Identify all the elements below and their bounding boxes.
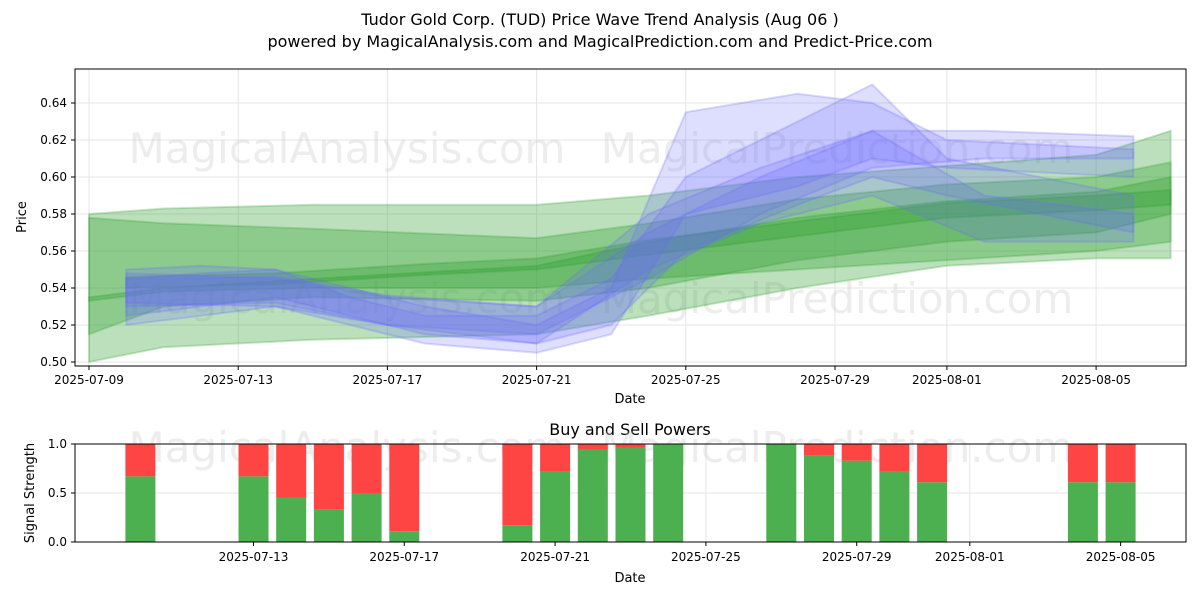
signal-xtick-label: 2025-07-21: [520, 550, 590, 564]
watermark-text: MagicalAnalysis.com: [129, 124, 566, 173]
sell-bar: [276, 444, 307, 498]
price-y-label: Price: [15, 201, 30, 233]
signal-xtick-label: 2025-07-29: [822, 550, 892, 564]
price-xtick-label: 2025-07-25: [651, 373, 721, 387]
signal-xtick-label: 2025-07-13: [219, 550, 289, 564]
sell-bar: [502, 444, 533, 526]
price-ytick-label: 0.64: [40, 96, 67, 110]
price-x-axis: 2025-07-09 2025-07-13 2025-07-17 2025-07-21…: [54, 366, 1131, 387]
price-ytick-label: 0.54: [40, 281, 67, 295]
signal-xtick-label: 2025-07-17: [369, 550, 439, 564]
buy-bar: [351, 493, 382, 542]
buy-bar: [1105, 482, 1136, 542]
price-xtick-label: 2025-08-05: [1061, 373, 1131, 387]
watermark-group-top: MagicalAnalysis.com MagicalPrediction.com…: [129, 124, 1074, 323]
signal-bars: [125, 444, 1136, 542]
blue-wave-band: [125, 92, 1135, 354]
signal-xtick-label: 2025-07-25: [671, 550, 741, 564]
green-wave-band: [88, 176, 1172, 363]
signal-y-label: Signal Strength: [23, 443, 38, 543]
price-bands: [88, 83, 1172, 363]
sell-bar: [125, 444, 156, 477]
watermark-text: MagicalPrediction.com: [601, 274, 1074, 323]
watermark-text: MagicalAnalysis.com: [129, 423, 566, 472]
blue-wave-band: [125, 83, 1135, 345]
price-ytick-label: 0.52: [40, 318, 67, 332]
sell-bar: [1105, 444, 1136, 483]
blue-wave-band: [125, 129, 1135, 336]
signal-ytick-label: 0.0: [48, 535, 67, 549]
buy-bar: [238, 476, 269, 542]
signal-xtick-label: 2025-08-05: [1086, 550, 1156, 564]
sell-bar: [804, 444, 834, 456]
green-wave-band: [88, 161, 1172, 336]
buy-bar: [502, 525, 533, 542]
chart-subtitle: powered by MagicalAnalysis.com and Magic…: [267, 32, 933, 51]
signal-x-label: Date: [614, 571, 645, 586]
buy-bar: [917, 482, 948, 542]
price-ytick-label: 0.60: [40, 170, 67, 184]
blue-wave-band: [125, 129, 1135, 345]
sell-bar: [1067, 444, 1098, 483]
buy-bar: [1067, 482, 1098, 542]
buy-bar: [615, 447, 646, 542]
sell-bar: [577, 444, 608, 450]
price-xtick-label: 2025-07-13: [203, 373, 273, 387]
sell-bar: [313, 444, 344, 510]
price-xtick-label: 2025-07-09: [54, 373, 124, 387]
price-gridlines: [75, 69, 1186, 366]
price-xtick-label: 2025-08-01: [912, 373, 982, 387]
buy-bar: [879, 471, 910, 542]
price-xtick-label: 2025-07-21: [502, 373, 572, 387]
signal-title: Buy and Sell Powers: [549, 420, 711, 439]
buy-bar: [276, 497, 307, 542]
sell-bar: [841, 444, 872, 461]
price-xtick-label: 2025-07-29: [800, 373, 870, 387]
sell-bar: [351, 444, 382, 493]
sell-bar: [389, 444, 420, 532]
signal-xtick-label: 2025-08-01: [935, 550, 1005, 564]
price-y-axis: 0.50 0.52 0.54 0.56 0.58 0.60 0.62 0.64: [40, 96, 75, 369]
sell-bar: [238, 444, 269, 477]
price-ytick-label: 0.58: [40, 207, 67, 221]
sell-bar: [615, 444, 646, 448]
green-wave-band: [88, 129, 1172, 302]
chart-title: Tudor Gold Corp. (TUD) Price Wave Trend …: [361, 10, 839, 29]
buy-bar: [389, 531, 420, 542]
green-wave-band: [125, 189, 1172, 289]
buy-bar: [841, 460, 872, 542]
signal-x-axis: 2025-07-13 2025-07-17 2025-07-21 2025-07-25…: [219, 542, 1156, 564]
price-ytick-label: 0.62: [40, 133, 67, 147]
watermark-text: MagicalAnalysis.com: [129, 274, 566, 323]
signal-ytick-label: 1.0: [48, 437, 67, 451]
buy-bar: [766, 444, 797, 542]
buy-bar: [804, 455, 834, 542]
buy-bar: [125, 476, 156, 542]
signal-y-axis: 0.0 0.5 1.0: [48, 437, 75, 549]
buy-bar: [540, 471, 571, 542]
price-plot-frame: [74, 68, 1187, 367]
signal-ytick-label: 0.5: [48, 486, 67, 500]
buy-bar: [653, 444, 684, 542]
sell-bar: [879, 444, 910, 472]
watermark-text: MagicalPrediction.com: [601, 124, 1074, 173]
buy-bar: [313, 509, 344, 542]
price-xtick-label: 2025-07-17: [353, 373, 423, 387]
price-ytick-label: 0.56: [40, 244, 67, 258]
buy-bar: [577, 449, 608, 542]
sell-bar: [917, 444, 948, 483]
price-ytick-label: 0.50: [40, 355, 67, 369]
price-x-label: Date: [614, 392, 645, 407]
sell-bar: [540, 444, 571, 472]
